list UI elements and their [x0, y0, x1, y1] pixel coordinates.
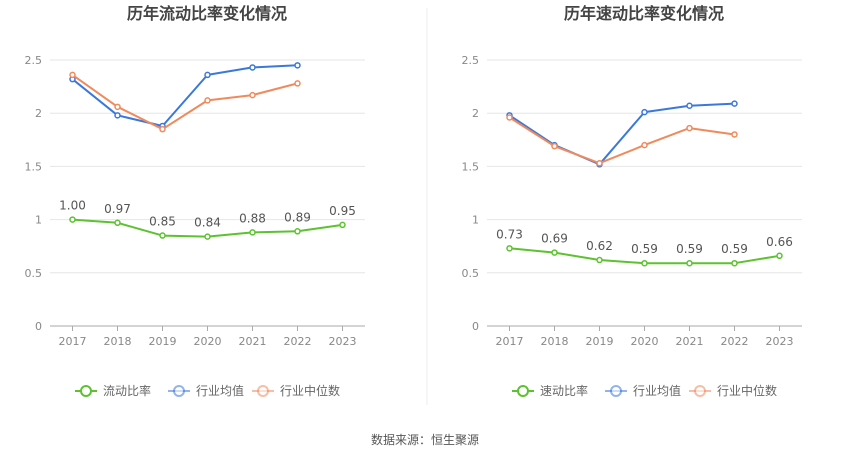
x-tick-label: 2023 [329, 335, 357, 348]
industry_avg-series-line [508, 102, 735, 166]
industry_median-series-line [508, 116, 735, 165]
industry_avg-data-point [294, 62, 301, 69]
industry_median-data-point [249, 91, 256, 99]
chart-title: 历年速动比率变化情况 [564, 4, 724, 23]
industry_median-data-point [731, 131, 738, 138]
company-data-point [339, 221, 346, 229]
legend-marker [257, 385, 269, 397]
company-data-point [551, 249, 558, 256]
legend-marker [173, 385, 185, 397]
industry_avg-data-point [641, 108, 648, 116]
legend-marker [694, 385, 706, 397]
company-data-point [776, 252, 783, 260]
x-tick-label: 2018 [104, 335, 132, 348]
legend-label: 行业中位数 [280, 383, 340, 398]
industry_avg-data-point [114, 112, 121, 119]
legend-marker [610, 385, 622, 397]
y-tick-label: 2 [35, 107, 42, 120]
industry_median-data-point [596, 159, 603, 167]
source-note: 数据来源：恒生聚源 [371, 432, 479, 447]
company-data-point [249, 229, 256, 236]
industry_avg-data-point [731, 100, 738, 107]
industry_median-data-point [69, 71, 76, 79]
chart-title: 历年流动比率变化情况 [127, 4, 287, 23]
x-tick-label: 2019 [149, 335, 177, 348]
y-tick-label: 2.5 [25, 54, 43, 67]
x-tick-label: 2017 [496, 335, 524, 348]
data-label: 0.59 [676, 242, 703, 256]
company-data-point [686, 259, 693, 267]
y-tick-label: 2 [472, 107, 479, 120]
y-tick-label: 0.5 [25, 267, 43, 280]
data-label: 0.97 [104, 202, 131, 216]
x-tick-label: 2020 [631, 335, 659, 348]
industry_median-series-line [71, 74, 298, 131]
industry_avg-data-point [686, 102, 693, 110]
company-data-point [204, 233, 211, 240]
industry_median-data-point [641, 141, 648, 149]
data-label: 0.95 [329, 204, 356, 218]
x-tick-label: 2022 [284, 335, 312, 348]
legend-label: 流动比率 [103, 383, 151, 398]
company-data-point [294, 228, 301, 235]
y-tick-label: 2.5 [462, 54, 480, 67]
data-label: 1.00 [59, 199, 86, 213]
company-data-point [641, 259, 648, 267]
data-label: 0.89 [284, 210, 311, 224]
industry_median-data-point [159, 125, 166, 133]
legend-marker [517, 385, 529, 397]
company-data-point [596, 256, 603, 264]
y-tick-label: 0 [472, 320, 479, 333]
data-label: 0.66 [766, 235, 793, 249]
x-tick-label: 2018 [541, 335, 569, 348]
company-data-point [506, 245, 513, 252]
x-tick-label: 2019 [586, 335, 614, 348]
company-data-point [69, 216, 76, 223]
x-tick-label: 2023 [766, 335, 794, 348]
legend-label: 行业均值 [196, 383, 244, 398]
current-ratio-panel: 历年流动比率变化情况 0 0.5 1 1.5 2 2.5 2017 2018 2019 2020 20… [25, 4, 365, 398]
company-data-point [731, 259, 738, 267]
legend-label: 速动比率 [540, 383, 588, 398]
x-tick-label: 2020 [194, 335, 222, 348]
industry_avg-data-point [204, 71, 211, 79]
y-tick-label: 0 [35, 320, 42, 333]
x-tick-label: 2021 [239, 335, 267, 348]
industry_median-data-point [551, 142, 558, 150]
industry_median-data-point [294, 80, 301, 87]
industry_median-data-point [686, 124, 693, 132]
legend-marker [80, 385, 92, 397]
data-label: 0.62 [586, 239, 613, 253]
x-tick-label: 2021 [676, 335, 704, 348]
data-label: 0.73 [496, 227, 523, 241]
company-data-point [159, 232, 166, 239]
legend-label: 行业中位数 [717, 383, 777, 398]
data-label: 0.69 [541, 232, 568, 246]
y-tick-label: 1 [35, 214, 42, 227]
industry_median-data-point [506, 114, 513, 121]
x-tick-label: 2017 [59, 335, 87, 348]
industry_median-data-point [204, 97, 211, 104]
quick-ratio-panel: 历年速动比率变化情况 0 0.5 1 1.5 2 2.5 2017 2018 2019 2020 20… [462, 4, 802, 398]
y-tick-label: 1 [472, 214, 479, 227]
data-label: 0.59 [721, 242, 748, 256]
industry_median-data-point [114, 103, 121, 111]
data-label: 0.85 [149, 215, 176, 229]
industry_avg-series-line [71, 64, 298, 127]
data-label: 0.84 [194, 216, 221, 230]
company-data-point [114, 219, 121, 227]
data-label: 0.88 [239, 211, 266, 225]
y-tick-label: 1.5 [25, 160, 43, 173]
y-tick-label: 0.5 [462, 267, 480, 280]
x-tick-label: 2022 [721, 335, 749, 348]
data-label: 0.59 [631, 242, 658, 256]
legend-label: 行业均值 [633, 383, 681, 398]
y-tick-label: 1.5 [462, 160, 480, 173]
industry_avg-data-point [249, 64, 256, 71]
